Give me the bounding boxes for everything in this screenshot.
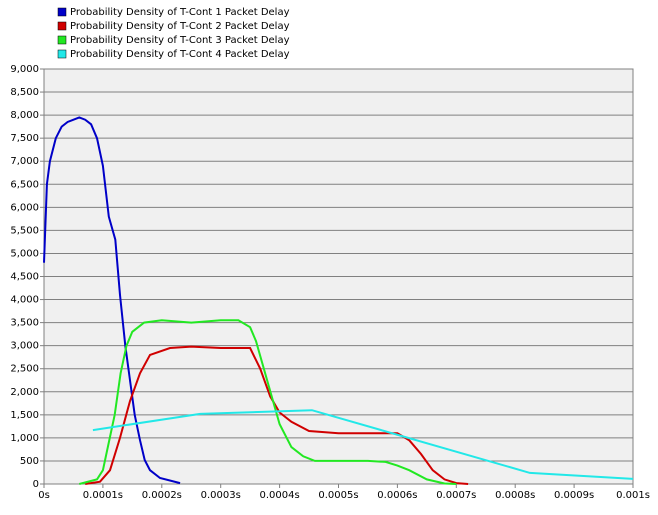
series-line [43, 116, 181, 485]
y-tick-label: 7,500 [10, 133, 39, 144]
x-tick-label: 0.001s [616, 490, 650, 501]
legend-label: Probability Density of T-Cont 4 Packet D… [70, 49, 290, 60]
legend-swatch [57, 35, 67, 45]
legend-label: Probability Density of T-Cont 3 Packet D… [70, 35, 290, 46]
y-tick-label: 6,000 [10, 202, 39, 213]
y-tick-label: 6,500 [10, 179, 39, 190]
x-tick-label: 0.0006s [377, 490, 417, 501]
y-tick-label: 2,500 [10, 364, 39, 375]
y-tick-label: 0 [33, 479, 39, 490]
y-tick-label: 5,500 [10, 225, 39, 236]
series-line [85, 345, 469, 485]
y-tick-label: 3,500 [10, 318, 39, 329]
series-line [92, 409, 634, 480]
y-tick-label: 4,000 [10, 295, 39, 306]
x-tick-label: 0.0007s [436, 490, 476, 501]
x-tick-label: 0.0004s [259, 490, 299, 501]
legend-swatch [57, 7, 67, 17]
legend-swatch [57, 21, 67, 31]
x-tick-label: 0.0009s [554, 490, 594, 501]
series-line [79, 319, 457, 485]
x-tick-label: 0.0002s [142, 490, 182, 501]
x-tick-label: 0s [38, 490, 50, 501]
legend-label: Probability Density of T-Cont 2 Packet D… [70, 21, 290, 32]
x-tick-label: 0.0008s [495, 490, 535, 501]
y-tick-label: 9,000 [10, 64, 39, 75]
y-tick-label: 1,000 [10, 433, 39, 444]
y-tick-label: 5,000 [10, 248, 39, 259]
y-tick-label: 4,500 [10, 272, 39, 283]
x-tick-label: 0.0003s [201, 490, 241, 501]
y-tick-label: 7,000 [10, 156, 39, 167]
y-tick-label: 1,500 [10, 410, 39, 421]
legend-label: Probability Density of T-Cont 1 Packet D… [70, 7, 290, 18]
x-tick-label: 0.0001s [83, 490, 123, 501]
legend-swatch [57, 49, 67, 59]
y-tick-label: 3,000 [10, 341, 39, 352]
y-tick-label: 2,000 [10, 387, 39, 398]
y-tick-label: 500 [20, 456, 39, 467]
y-tick-label: 8,500 [10, 87, 39, 98]
x-tick-label: 0.0005s [318, 490, 358, 501]
y-tick-label: 8,000 [10, 110, 39, 121]
